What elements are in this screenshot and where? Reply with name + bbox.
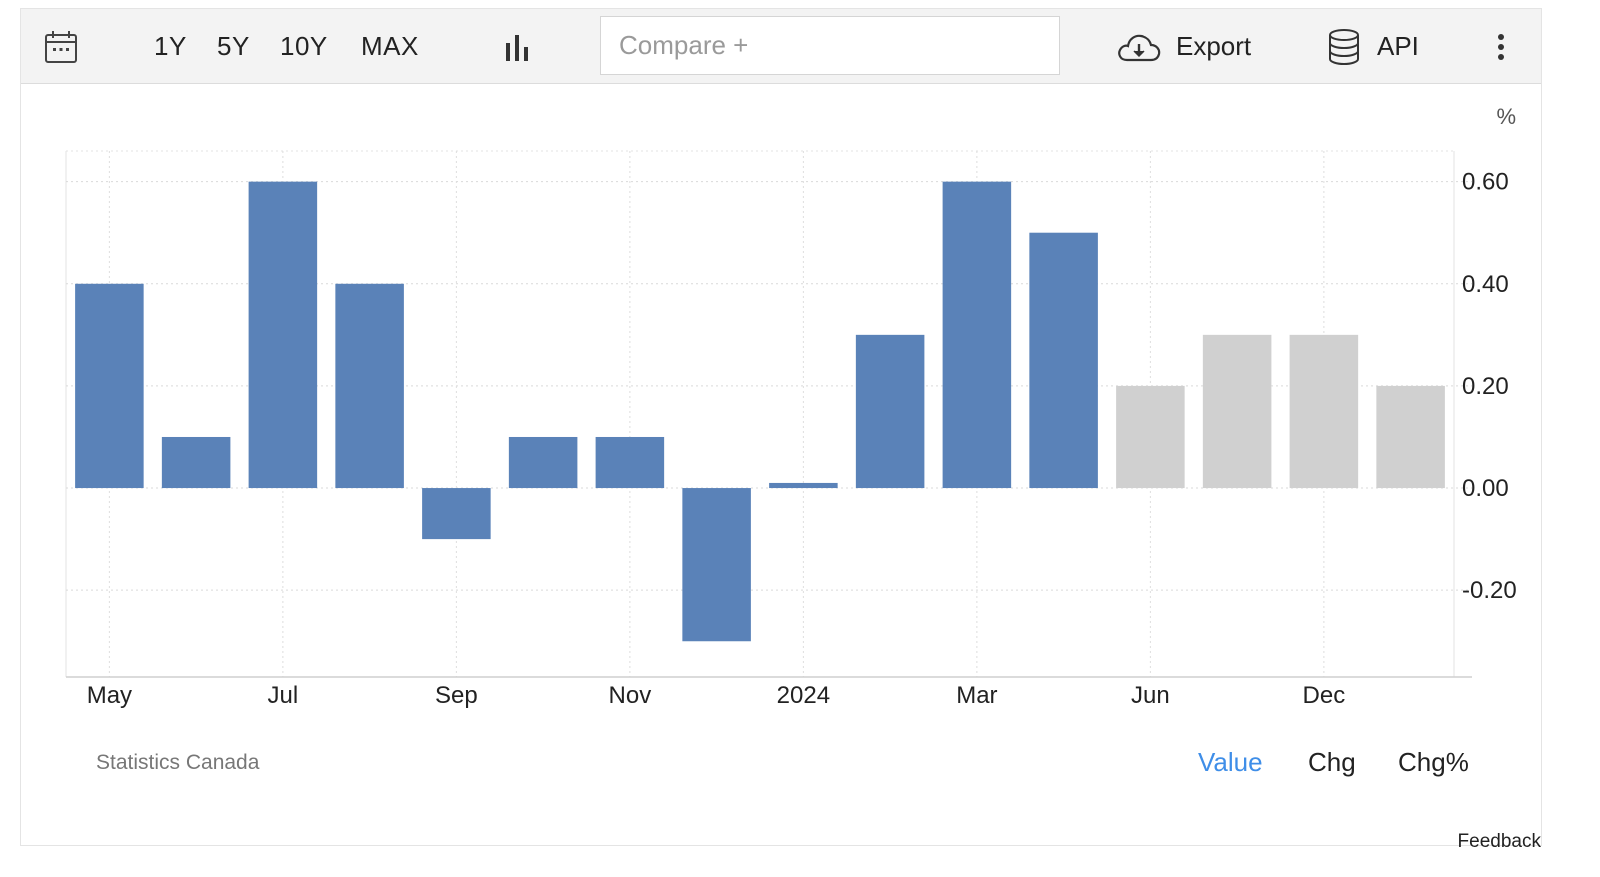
- x-tick-label: Sep: [435, 682, 478, 709]
- actual-bar: [75, 283, 144, 489]
- forecast-bar: [1376, 385, 1445, 489]
- mode-chg-tab[interactable]: Chg: [1308, 747, 1356, 777]
- chart-widget: 1Y 5Y 10Y MAX Compare + Export: [20, 8, 1542, 852]
- x-tick-label: Nov: [609, 682, 652, 709]
- api-button[interactable]: API: [1327, 9, 1419, 84]
- forecast-bar: [1289, 334, 1359, 489]
- y-tick-label: 0.20: [1462, 373, 1509, 400]
- y-tick-label: 0.60: [1462, 169, 1509, 196]
- y-unit-label: %: [1496, 104, 1516, 129]
- actual-bar: [161, 436, 231, 489]
- feedback-link[interactable]: Feedback: [1457, 831, 1541, 852]
- export-label: Export: [1176, 31, 1252, 61]
- x-tick-label: May: [87, 682, 132, 709]
- x-tick-label: Jun: [1131, 682, 1170, 709]
- actual-bar: [1029, 232, 1098, 489]
- mode-chg-pct-tab[interactable]: Chg%: [1398, 747, 1469, 777]
- source-label: Statistics Canada: [96, 751, 260, 774]
- y-tick-label: 0.00: [1462, 475, 1509, 502]
- calendar-icon[interactable]: [43, 9, 79, 84]
- range-max-button[interactable]: MAX: [361, 31, 419, 61]
- cloud-download-icon: [1116, 30, 1162, 64]
- mode-value-tab[interactable]: Value: [1198, 747, 1263, 777]
- actual-bar: [942, 181, 1012, 489]
- actual-bar: [422, 488, 491, 540]
- bar-chart-icon[interactable]: [503, 9, 533, 84]
- actual-bar: [595, 436, 665, 489]
- range-5y-button[interactable]: 5Y: [217, 31, 250, 61]
- y-tick-label: 0.40: [1462, 271, 1509, 298]
- x-tick-label: Jul: [268, 682, 299, 709]
- x-tick-label: 2024: [777, 682, 830, 709]
- actual-bar: [769, 482, 838, 489]
- x-tick-label: Dec: [1303, 682, 1346, 709]
- actual-bar: [682, 488, 751, 642]
- vertical-dots-icon[interactable]: [1495, 9, 1507, 84]
- x-tick-label: Mar: [956, 682, 997, 709]
- actual-bar: [248, 181, 318, 489]
- database-icon: [1327, 28, 1361, 66]
- bar-chart: -0.20 0.00 0.20 0.40 0.60 May Jul Sep Nov 2024 Mar…: [65, 104, 1517, 709]
- compare-input[interactable]: Compare +: [600, 16, 1060, 75]
- export-button[interactable]: Export: [1116, 9, 1251, 84]
- range-10y-button[interactable]: 10Y: [280, 31, 328, 61]
- chart-toolbar: 1Y 5Y 10Y MAX Compare + Export: [21, 9, 1541, 84]
- forecast-bar: [1116, 385, 1185, 489]
- actual-bar: [335, 283, 404, 489]
- api-label: API: [1377, 31, 1419, 61]
- actual-bar: [855, 334, 925, 489]
- actual-bar: [508, 436, 578, 489]
- y-tick-label: -0.20: [1462, 577, 1517, 604]
- forecast-bar: [1202, 334, 1272, 489]
- range-1y-button[interactable]: 1Y: [154, 31, 187, 61]
